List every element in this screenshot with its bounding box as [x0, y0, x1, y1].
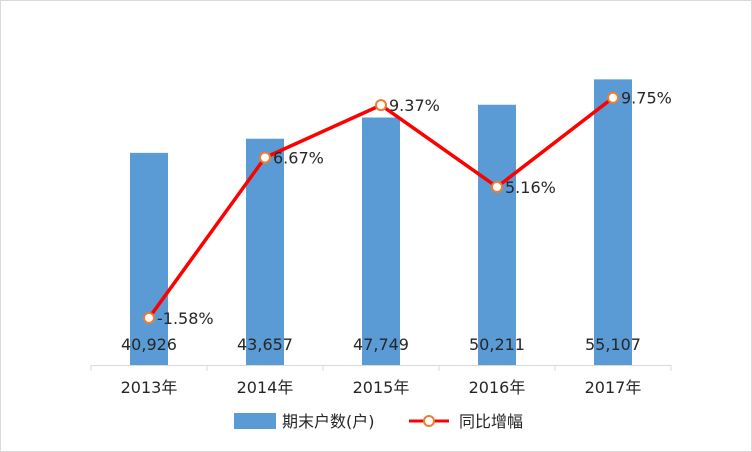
line-series-layer: [143, 91, 619, 324]
line-value-label: -1.58%: [157, 309, 214, 328]
line-point: [491, 180, 503, 193]
x-tick-label: 2013年: [121, 378, 178, 397]
bar: [362, 117, 400, 366]
x-axis-ticks: 2013年 2014年 2015年 2016年 2017年: [90, 365, 672, 397]
legend-label-bar: 期末户数(户): [282, 412, 375, 431]
bar-value-label: 47,749: [353, 335, 409, 354]
legend-swatch-bar: [234, 413, 276, 429]
line-value-labels: -1.58% 6.67% 9.37% 5.16% 9.75%: [157, 89, 672, 328]
bar-value-labels: 40,926 43,657 47,749 50,211 55,107: [121, 335, 641, 354]
line-value-label: 9.75%: [621, 89, 672, 108]
legend: 期末户数(户) 同比增幅: [234, 412, 523, 431]
line-point: [607, 91, 619, 104]
legend-swatch-marker: [423, 415, 435, 427]
bar-value-label: 55,107: [585, 335, 641, 354]
line-point: [259, 151, 271, 164]
x-tick-label: 2014年: [237, 378, 294, 397]
bar-value-label: 43,657: [237, 335, 293, 354]
bar: [478, 104, 516, 365]
line-value-label: 5.16%: [505, 178, 556, 197]
bar-value-label: 50,211: [469, 335, 525, 354]
line-point: [375, 99, 387, 112]
bars-layer: [130, 79, 632, 366]
bar-value-label: 40,926: [121, 335, 177, 354]
x-tick-label: 2017年: [585, 378, 642, 397]
line-point: [143, 311, 155, 324]
x-tick-label: 2016年: [469, 378, 526, 397]
bar: [594, 79, 632, 365]
bar: [130, 152, 168, 365]
legend-label-line: 同比增幅: [459, 412, 523, 431]
line-value-label: 6.67%: [273, 149, 324, 168]
bar: [246, 138, 284, 365]
line-value-label: 9.37%: [389, 96, 440, 115]
x-tick-label: 2015年: [353, 378, 410, 397]
